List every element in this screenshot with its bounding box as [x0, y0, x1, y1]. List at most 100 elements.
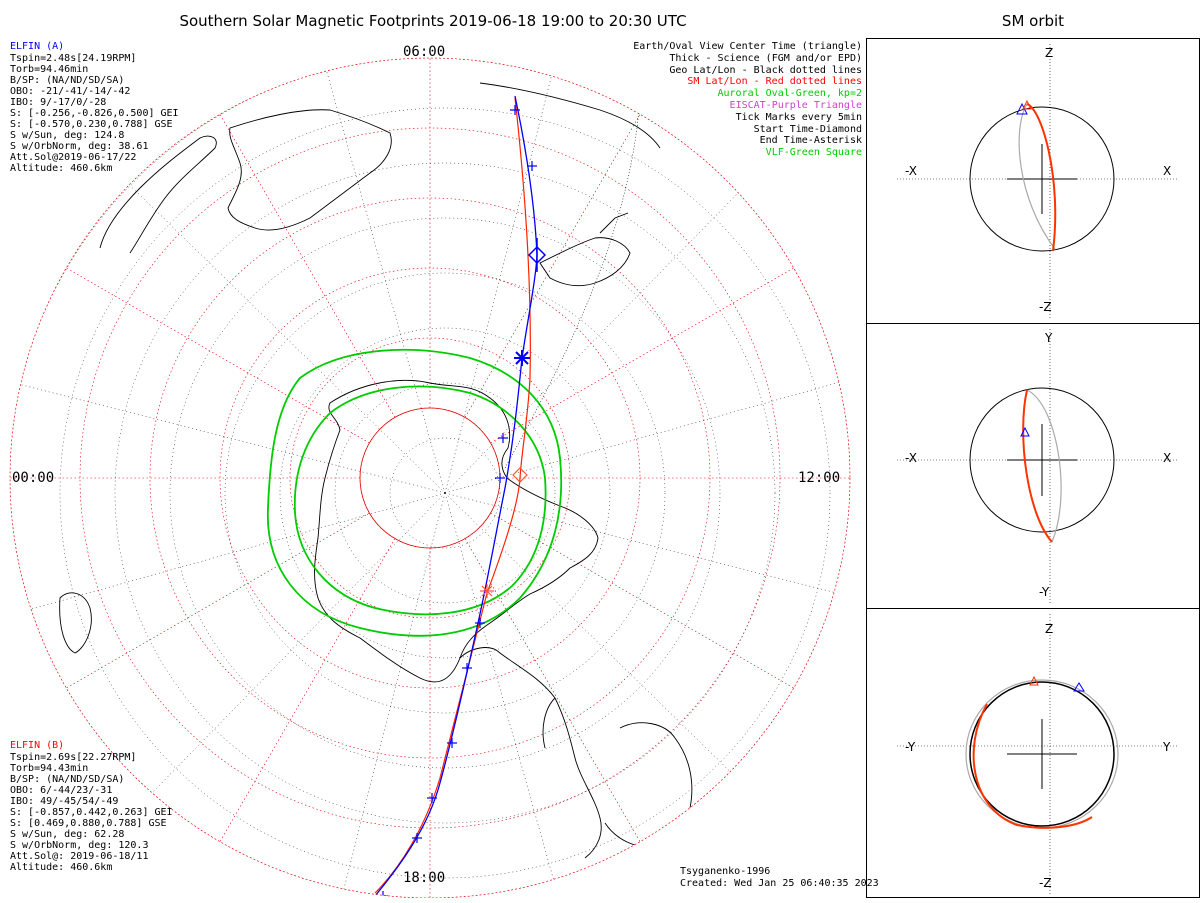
orbit-title: SM orbit	[1001, 12, 1065, 30]
geo-grid-lines	[10, 58, 850, 898]
elfin-b-info-line: Tspin=2.69s[22.27RPM]	[10, 752, 137, 763]
geo-lon-line	[444, 66, 555, 494]
geo-lat-circle	[114, 162, 776, 824]
sm-lat-circle	[289, 337, 571, 619]
legend-entry: Thick - Science (FGM and/or EPD)	[669, 52, 862, 64]
geo-lon-line	[444, 492, 565, 898]
geo-lat-circle	[169, 217, 721, 769]
sm-lat-circle	[149, 197, 711, 759]
geo-lon-line	[444, 492, 760, 801]
elfin-a-info-line: OBO: -21/-41/-14/-42	[10, 86, 131, 97]
elfin-b-info-line: S w/Sun, deg: 62.28	[10, 829, 125, 840]
sm-lat-circle	[79, 127, 781, 829]
geo-meridian	[504, 97, 641, 469]
geo-lat-circle	[279, 327, 611, 659]
panel-2-bottom: -Y	[1039, 585, 1050, 599]
track-tick	[378, 891, 388, 898]
track-tick	[498, 433, 508, 443]
elfin-b-info-line: S: [0.469,0.880,0.788] GSE	[10, 818, 167, 829]
track-tick	[412, 833, 422, 843]
panel-2-right: X	[1163, 451, 1171, 465]
elfin-b-name: ELFIN (B)	[10, 740, 65, 751]
geo-lon-line	[444, 492, 850, 603]
panel-3-right: Y	[1162, 740, 1171, 754]
sm-lon-line	[490, 267, 794, 444]
start-diamond-a	[527, 238, 547, 272]
elfin-a-info-line: B/SP: (NA/ND/SD/SA)	[10, 75, 125, 86]
elfin-a-info-line: Torb=94.46min	[10, 64, 89, 75]
polar-map-frame	[0, 38, 866, 899]
continent-outlines	[59, 82, 693, 859]
sm-lat-circle	[359, 407, 501, 549]
elfin-a-info-line: S w/Sun, deg: 124.8	[10, 130, 125, 141]
panel-2-left: -X	[905, 451, 917, 465]
sm-pole-circle	[359, 407, 501, 549]
panel-3-top: Z	[1045, 622, 1053, 636]
legend-entry: Tick Marks every 5min	[735, 111, 862, 123]
end-asterisk-a	[514, 350, 530, 366]
panel-1-bottom: -Z	[1039, 300, 1052, 314]
legend-entry: Auroral Oval-Green, kp=2	[717, 88, 863, 100]
sm-lon-line	[66, 267, 370, 444]
geo-lat-circle	[59, 107, 831, 879]
orbit-panel-yz: Z -Z -Y Y	[866, 608, 1200, 898]
elfin-a-name: ELFIN (A)	[10, 41, 65, 52]
map-outer-circle	[9, 57, 851, 899]
elfin-b-track	[374, 97, 531, 894]
panel-1-left: -X	[905, 164, 917, 178]
elfin-b-info-line: B/SP: (NA/ND/SD/SA)	[10, 774, 125, 785]
elfin-b-info-line: IBO: 49/-45/54/-49	[10, 796, 119, 807]
sm-lon-line	[464, 538, 641, 842]
sm-lon-line	[464, 114, 641, 418]
geo-lat-circle	[389, 437, 501, 549]
sm-lon-line	[219, 538, 396, 842]
sm-lon-line	[490, 512, 794, 689]
panel-3-bottom: -Z	[1039, 876, 1052, 890]
elfin-b-info-line: Altitude: 460.6km	[10, 862, 113, 873]
clock-label-bottom: 18:00	[403, 870, 446, 886]
legend-entry: Geo Lat/Lon - Black dotted lines	[669, 64, 862, 76]
elfin-b-info-line: Att.Sol@: 2019-06-18/11	[10, 851, 149, 862]
track-tick-marks	[378, 105, 537, 898]
legend-entry: Earth/Oval View Center Time (triangle)	[633, 41, 862, 52]
panel-2-top: Y	[1044, 331, 1053, 345]
geo-lat-circle	[334, 382, 556, 604]
track-tick	[495, 473, 505, 483]
clock-label-right: 12:00	[798, 470, 841, 486]
elfin-a-info-line: Att.Sol@2019-06-17/22	[10, 152, 137, 163]
legend-entry: EISCAT-Purple Triangle	[729, 100, 862, 111]
geo-lon-line	[18, 383, 446, 494]
geo-lon-line	[325, 69, 446, 494]
orbit-panel-xz-svg: Z -Z -X X	[897, 44, 1177, 319]
track-tick	[527, 161, 537, 171]
elfin-b-info-line: S w/OrbNorm, deg: 120.3	[10, 840, 149, 851]
geo-lat-circle	[224, 272, 666, 714]
clock-label-top: 06:00	[403, 44, 446, 60]
panel-1-right: X	[1163, 164, 1171, 178]
model-label: Tsyganenko-1996	[680, 866, 771, 877]
track-tick	[475, 618, 485, 628]
geo-lat-circle	[10, 58, 850, 898]
created-label: Created: Wed Jan 25 06:40:35 2023	[680, 878, 879, 889]
legend-entry: End Time-Asterisk	[759, 135, 862, 147]
elfin-a-track	[357, 95, 538, 898]
elfin-a-info-line: S: [-0.570,0.230,0.788] GSE	[10, 119, 173, 130]
elfin-a-info-line: S w/OrbNorm, deg: 38.61	[10, 141, 149, 152]
clock-label-left: 00:00	[12, 470, 55, 486]
orbit-panel-xz: Z -Z -X X	[866, 38, 1200, 324]
track-tick	[510, 105, 520, 115]
track-tick	[447, 738, 457, 748]
orbit-panel-xy-svg: Y -Y -X X	[897, 329, 1177, 604]
orbit-panel-xy: Y -Y -X X	[866, 323, 1200, 609]
geo-lon-line	[130, 185, 446, 494]
elfin-a-info-line: Tspin=2.48s[24.19RPM]	[10, 53, 137, 64]
sm-lon-line	[66, 512, 370, 689]
legend-entry: Start Time-Diamond	[753, 123, 862, 135]
polar-map	[9, 57, 851, 899]
auroral-oval	[267, 348, 563, 637]
geo-lon-line	[444, 373, 850, 494]
geo-lon-line	[444, 178, 753, 494]
elfin-b-info-line: S: [-0.857,0.442,0.263] GEI	[10, 807, 173, 818]
geo-lon-line	[137, 492, 446, 808]
panel-1-top: Z	[1045, 46, 1053, 60]
